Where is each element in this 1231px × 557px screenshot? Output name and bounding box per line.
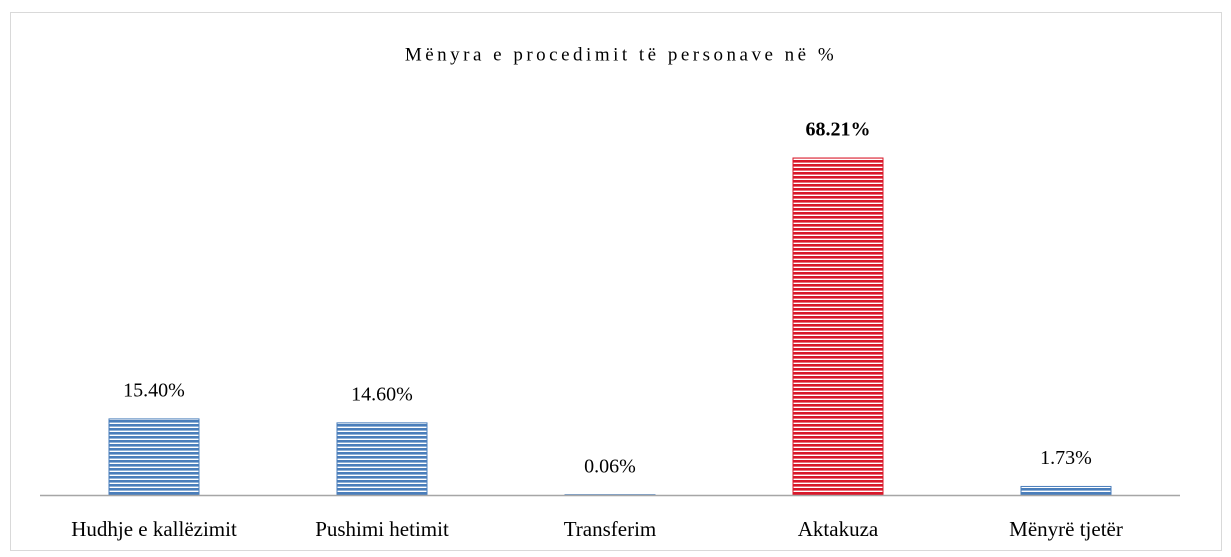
data-label: 1.73% — [1040, 447, 1092, 469]
bar — [1020, 485, 1112, 496]
chart-frame — [10, 12, 1222, 551]
x-tick-label: Hudhje e kallëzimit — [71, 517, 237, 541]
data-label: 14.60% — [351, 383, 413, 405]
bar — [792, 157, 884, 496]
data-label: 0.06% — [584, 455, 636, 477]
x-tick-label: Pushimi hetimit — [315, 517, 449, 541]
bar — [108, 418, 200, 496]
x-tick-label: Aktakuza — [798, 517, 879, 541]
data-label: 68.21% — [806, 119, 871, 141]
data-label: 15.40% — [123, 380, 185, 402]
chart-title: Mënyra e procedimit të personave në % — [405, 44, 837, 65]
bar — [336, 422, 428, 496]
x-tick-label: Transferim — [564, 517, 657, 541]
x-tick-label: Mënyrë tjetër — [1009, 517, 1123, 541]
